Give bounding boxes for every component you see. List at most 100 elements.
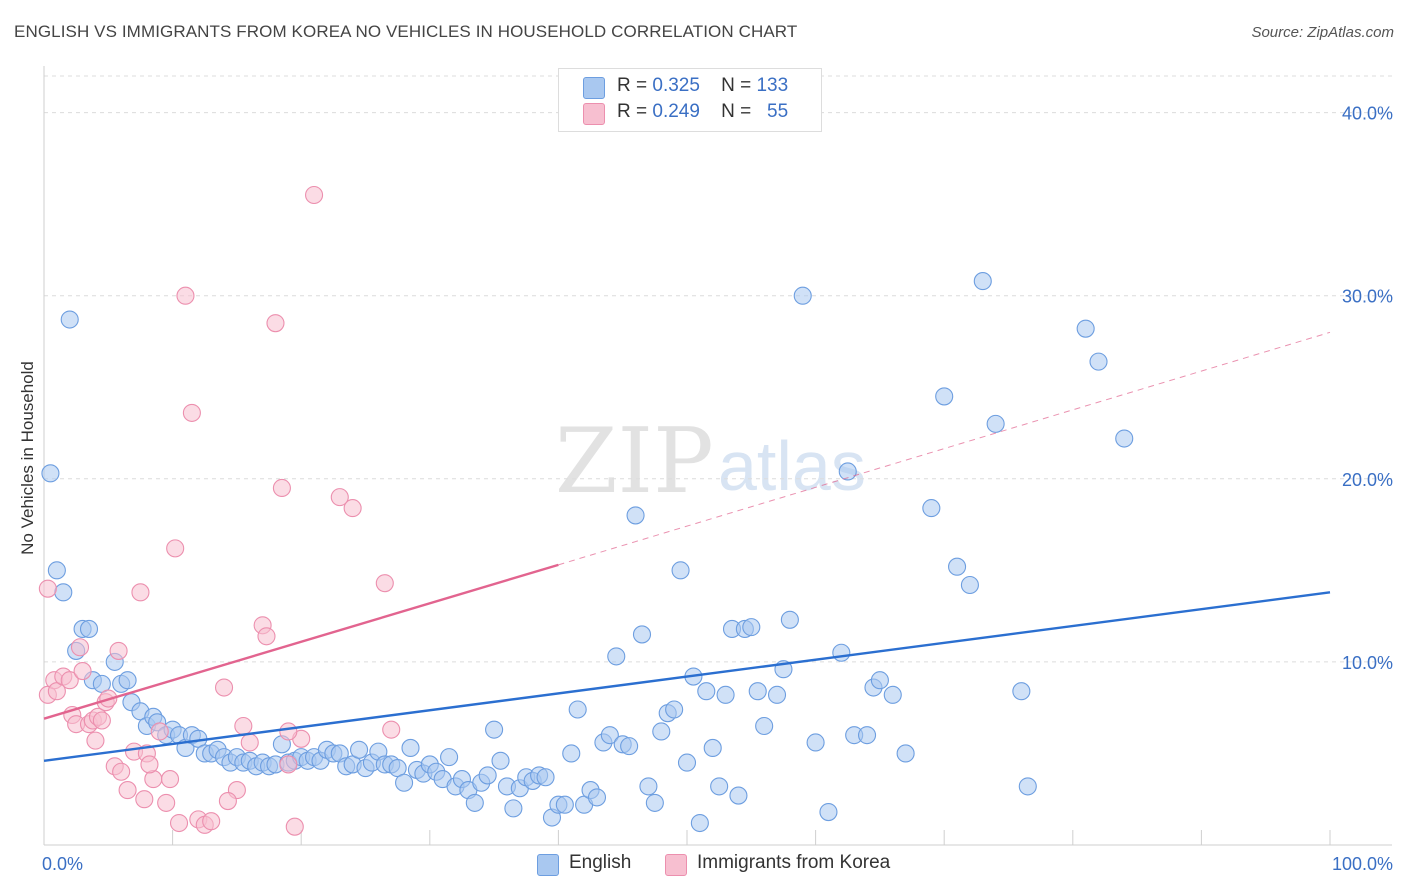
data-point [47,561,66,580]
data-point [973,272,992,291]
data-point [645,793,664,812]
data-point [671,561,690,580]
data-point [109,641,128,660]
data-point [214,678,234,697]
data-point [568,700,587,719]
data-point [1018,777,1037,796]
data-point [305,185,324,205]
trend-line-english [43,591,1331,762]
y-tick-label: 10.0% [1342,653,1393,673]
data-point [819,802,838,822]
data-point [465,793,484,812]
data-point [562,744,581,763]
data-point [240,733,259,752]
x-tick-label-max: 100.0% [1332,854,1393,874]
data-point [54,583,73,602]
legend-r-label-english: R = [617,75,648,96]
data-point [665,700,684,719]
y-axis-label: No Vehicles in Household [18,361,37,555]
x-tick-label-min: 0.0% [42,854,83,874]
data-point [157,793,176,812]
data-point [131,583,150,602]
data-point [86,731,105,750]
legend-r-value-korea: 0.249 [652,101,700,122]
legend-n-value-korea: 55 [767,101,789,122]
data-point [218,792,237,811]
data-point [1089,352,1108,371]
data-point [870,671,889,690]
data-point [491,751,510,770]
data-point [169,813,189,833]
data-point [555,795,574,814]
data-point [176,286,195,305]
data-point [600,726,619,745]
data-point [272,478,291,498]
data-point [632,625,652,644]
data-point [607,647,626,666]
data-point [883,685,902,704]
data-point [536,768,555,787]
y-tick-label: 30.0% [1342,287,1393,307]
data-point [767,685,787,704]
data-point [838,462,857,481]
data-point [202,812,221,831]
data-point [703,738,722,758]
data-point [182,403,201,422]
data-point [257,627,276,646]
data-point [504,799,523,818]
legend-swatch-english [583,77,605,99]
data-point [922,499,941,518]
data-point [639,777,658,796]
legend-swatch-korea [583,103,605,125]
data-point [1012,682,1031,701]
data-point [382,720,401,739]
data-point [478,766,497,785]
series-label-english: English [569,852,632,873]
data-point [266,314,285,333]
data-point [375,574,394,593]
data-point [755,716,774,736]
data-point [896,744,915,763]
data-point [401,738,420,758]
data-point [160,770,180,789]
data-point [279,722,298,741]
data-point [748,682,767,701]
data-point [620,737,639,756]
data-point [806,733,825,752]
data-point [960,575,979,595]
series-english-points [41,272,1134,833]
data-point [166,539,185,558]
data-point [742,618,761,637]
data-point [150,722,169,741]
data-point [79,619,99,638]
data-point [112,762,131,781]
data-point [710,777,729,796]
data-point [948,557,967,576]
data-point [677,753,697,772]
data-point [73,662,92,681]
data-point [234,716,253,736]
trend-line-korea-extension [558,331,1331,566]
series-label-korea: Immigrants from Korea [697,852,891,873]
data-point [485,720,504,739]
data-point [140,755,159,774]
data-point [330,488,349,507]
data-point [793,286,812,305]
data-point [350,740,369,759]
series-korea-points [38,185,401,836]
legend-n-label-korea: N = [721,101,752,122]
y-tick-label: 20.0% [1342,470,1393,490]
data-point [780,610,799,629]
data-point [118,671,137,690]
y-tick-label: 40.0% [1342,104,1393,124]
data-point [690,813,709,833]
data-point [92,711,111,730]
data-point [279,755,298,774]
series-legend: English Immigrants from Korea [0,852,1406,880]
data-point [135,790,154,809]
data-point [1115,429,1134,448]
data-point [440,748,459,767]
series-swatch-english [537,854,559,876]
data-point [343,499,362,518]
